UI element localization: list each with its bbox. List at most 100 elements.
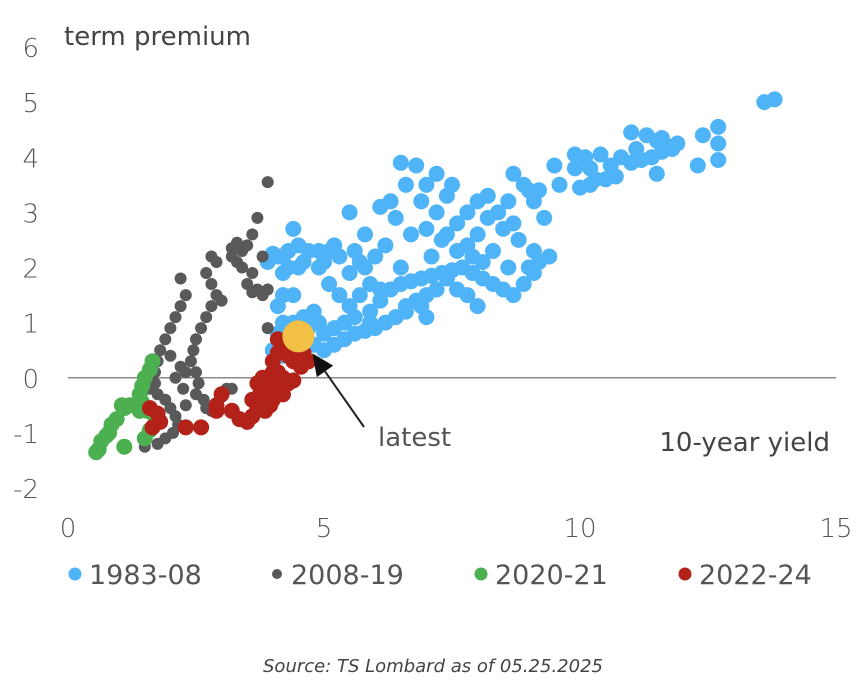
- source-note: Source: TS Lombard as of 05.25.2025: [263, 656, 603, 677]
- data-point: [428, 165, 445, 182]
- legend-label: 1983-08: [89, 560, 202, 591]
- data-point: [653, 130, 670, 146]
- data-point: [164, 322, 177, 335]
- data-point: [628, 141, 645, 157]
- y-tick-label: 5: [22, 89, 39, 119]
- data-point: [193, 419, 210, 436]
- data-point: [285, 220, 302, 237]
- data-point: [500, 193, 517, 210]
- data-point: [341, 298, 358, 315]
- data-point: [285, 372, 302, 389]
- data-point: [418, 176, 435, 193]
- data-point: [154, 344, 167, 357]
- data-point: [362, 276, 379, 292]
- data-point: [225, 250, 238, 263]
- data-point: [261, 176, 274, 189]
- data-point: [195, 322, 208, 335]
- data-point: [613, 149, 629, 166]
- data-point: [541, 248, 558, 265]
- data-point: [546, 157, 563, 174]
- data-point: [300, 353, 317, 370]
- legend-marker-icon: [272, 569, 282, 579]
- data-point: [566, 160, 583, 177]
- data-point: [261, 283, 274, 296]
- data-point: [664, 141, 681, 157]
- data-point: [331, 287, 348, 304]
- data-point: [536, 209, 553, 226]
- data-point: [372, 198, 389, 215]
- x-tick-label: 10: [563, 514, 596, 544]
- data-point: [377, 237, 394, 254]
- data-point: [592, 146, 609, 163]
- data-point: [200, 267, 213, 279]
- data-point: [566, 146, 583, 163]
- data-point: [190, 333, 202, 346]
- data-point: [469, 298, 486, 315]
- data-point: [362, 303, 379, 320]
- data-point: [423, 248, 440, 265]
- legend-label: 2008-19: [291, 560, 404, 591]
- data-point: [433, 231, 450, 248]
- data-point: [694, 127, 711, 144]
- data-point: [397, 176, 414, 193]
- x-tick-label: 5: [316, 514, 333, 544]
- data-point: [459, 237, 476, 254]
- legend-marker-icon: [474, 567, 488, 581]
- data-point: [357, 226, 373, 243]
- data-points: [88, 91, 783, 461]
- data-point: [710, 135, 727, 152]
- data-point: [275, 386, 291, 403]
- data-point: [351, 287, 368, 304]
- legend-item: 2022-24: [678, 560, 812, 591]
- data-point: [710, 118, 727, 135]
- data-point: [362, 314, 379, 331]
- legend-label: 2022-24: [699, 560, 812, 591]
- y-tick-label: 2: [22, 255, 39, 285]
- data-point: [623, 124, 640, 141]
- data-point: [113, 397, 130, 414]
- y-tick-label: 4: [22, 144, 39, 174]
- latest-point: [282, 320, 315, 353]
- data-point: [236, 261, 249, 274]
- arrow-line: [324, 370, 365, 428]
- data-point: [174, 300, 187, 313]
- data-point: [479, 187, 496, 204]
- data-point: [151, 437, 164, 450]
- data-point: [438, 270, 455, 287]
- data-point: [295, 254, 312, 270]
- data-point: [256, 250, 269, 263]
- x-axis-title: 10-year yield: [659, 428, 830, 458]
- data-point: [246, 228, 259, 241]
- data-point: [275, 265, 291, 281]
- data-point: [200, 311, 213, 324]
- data-point: [246, 286, 259, 299]
- data-point: [428, 204, 445, 221]
- data-point: [392, 259, 409, 276]
- legend-label: 2020-21: [495, 560, 608, 591]
- data-point: [766, 91, 783, 108]
- data-point: [205, 300, 218, 313]
- data-point: [551, 176, 568, 193]
- data-point: [418, 220, 435, 237]
- data-point: [184, 355, 197, 368]
- data-point: [169, 371, 182, 384]
- data-point: [403, 226, 419, 243]
- data-point: [251, 211, 264, 224]
- data-point: [164, 349, 177, 362]
- data-point: [531, 182, 547, 199]
- data-point: [310, 259, 327, 276]
- data-point: [169, 311, 182, 324]
- data-point: [116, 438, 133, 455]
- data-point: [341, 204, 358, 221]
- data-point: [215, 294, 228, 307]
- data-point: [179, 289, 192, 302]
- legend-marker-icon: [678, 567, 692, 581]
- data-point: [174, 272, 187, 285]
- data-point: [205, 278, 218, 290]
- y-tick-label: -1: [13, 420, 39, 450]
- legend-item: 2008-19: [272, 560, 404, 591]
- data-point: [88, 444, 105, 461]
- data-point: [648, 165, 665, 182]
- x-axis-ticks: 0 5 10 15: [60, 514, 853, 544]
- y-tick-label: 3: [22, 199, 39, 229]
